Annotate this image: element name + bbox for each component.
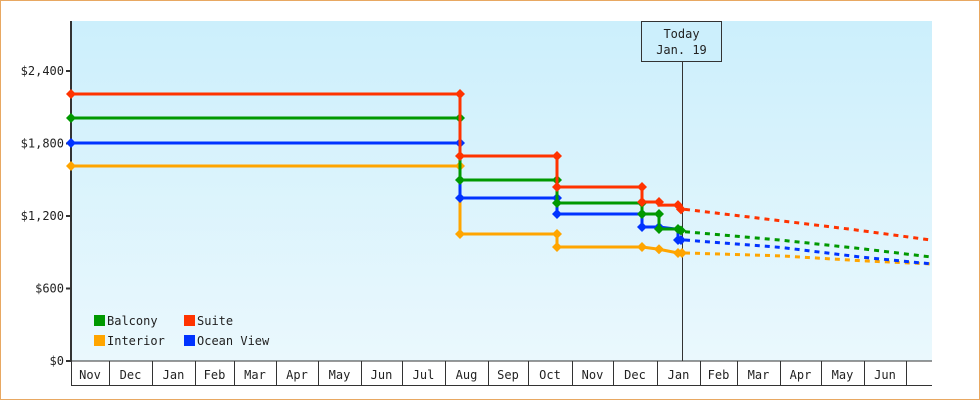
y-tick-label: $1,800 <box>21 137 64 151</box>
plot-area <box>71 21 932 361</box>
series-suite <box>66 88 933 242</box>
data-point-marker <box>654 196 664 207</box>
data-point-marker <box>66 160 76 171</box>
data-point-marker <box>637 242 647 253</box>
legend-label: Balcony <box>107 314 158 328</box>
data-point-marker <box>637 196 647 207</box>
data-point-marker <box>455 88 465 99</box>
data-point-marker <box>676 225 686 236</box>
month-label: Jun <box>371 368 393 382</box>
data-point-marker <box>455 150 465 161</box>
month-label: Jul <box>413 368 435 382</box>
data-point-marker <box>637 208 647 219</box>
data-point-marker <box>455 174 465 185</box>
month-label: Oct <box>539 368 561 382</box>
legend-swatch-interior <box>94 335 105 346</box>
month-label: May <box>329 368 351 382</box>
month-label: Sep <box>497 368 519 382</box>
legend-label: Interior <box>107 334 165 348</box>
legend: Balcony Suite Interior Ocean View <box>94 314 270 348</box>
data-point-marker <box>552 242 562 253</box>
month-label: Mar <box>244 368 266 382</box>
data-point-marker <box>654 244 664 255</box>
month-label: Mar <box>748 368 770 382</box>
data-point-marker <box>552 208 562 219</box>
forecast-line <box>684 238 933 266</box>
legend-label: Ocean View <box>197 334 270 348</box>
month-label: Aug <box>456 368 478 382</box>
legend-swatch-ocean-view <box>184 335 195 346</box>
data-point-marker <box>552 197 562 208</box>
legend-swatch-suite <box>184 315 195 326</box>
data-point-marker <box>552 182 562 192</box>
y-tick-label: $1,200 <box>21 209 64 223</box>
month-label: Apr <box>790 368 812 382</box>
today-label-line2: Jan. 19 <box>656 43 707 57</box>
data-point-marker <box>676 204 686 215</box>
month-label: Apr <box>286 368 308 382</box>
month-label: Jun <box>874 368 896 382</box>
month-label: May <box>832 368 854 382</box>
y-tick-label: $600 <box>35 282 64 296</box>
data-point-marker <box>66 113 76 124</box>
legend-swatch-balcony <box>94 315 105 326</box>
month-label: Nov <box>582 368 604 382</box>
legend-label: Suite <box>197 314 233 328</box>
y-tick-label: $0 <box>50 354 64 368</box>
data-point-marker <box>455 192 465 203</box>
month-label: Jan <box>668 368 690 382</box>
forecast-line <box>684 207 933 242</box>
month-label: Jan <box>163 368 185 382</box>
month-label: Nov <box>79 368 101 382</box>
month-label: Dec <box>120 368 142 382</box>
today-label-line1: Today <box>663 27 699 41</box>
month-label: Dec <box>624 368 646 382</box>
data-point-marker <box>654 224 664 235</box>
data-point-marker <box>552 150 562 161</box>
data-point-marker <box>66 138 76 149</box>
today-label-box <box>641 21 722 62</box>
forecast-line <box>684 230 933 259</box>
data-point-marker <box>552 229 562 240</box>
forecast-line <box>684 251 933 266</box>
data-point-marker <box>677 247 687 258</box>
data-point-marker <box>676 235 686 246</box>
data-point-marker <box>654 208 664 219</box>
data-point-marker <box>66 88 76 99</box>
y-tick-label: $2,400 <box>21 64 64 78</box>
month-label: Feb <box>204 368 226 382</box>
data-point-marker <box>637 182 647 192</box>
month-label: Feb <box>708 368 730 382</box>
data-point-marker <box>637 221 647 232</box>
data-point-marker <box>455 229 465 240</box>
